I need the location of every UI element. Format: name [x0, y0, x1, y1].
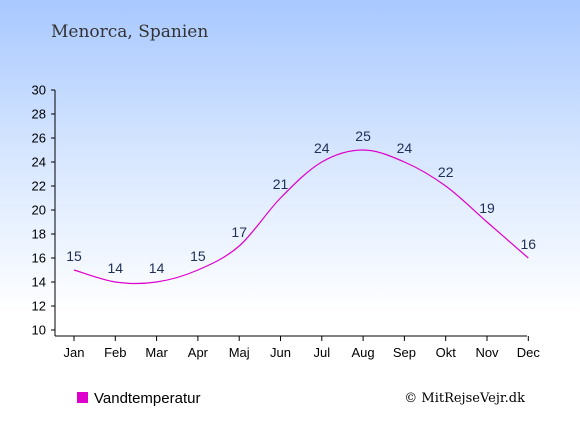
- data-label: 15: [66, 248, 82, 264]
- series-line: [73, 149, 529, 285]
- y-tick-label: 28: [32, 107, 46, 122]
- x-tick-label: Aug: [352, 345, 375, 360]
- legend-swatch: [77, 392, 88, 403]
- y-tick-label: 12: [32, 299, 46, 314]
- x-tick-label: Apr: [188, 345, 209, 360]
- y-tick-label: 24: [32, 155, 46, 170]
- x-tick-label: Nov: [475, 345, 499, 360]
- x-tick-label: Jan: [64, 345, 85, 360]
- x-tick-label: Okt: [436, 345, 457, 360]
- y-tick-label: 14: [32, 275, 46, 290]
- data-label: 24: [314, 140, 330, 156]
- x-tick-label: Jun: [270, 345, 291, 360]
- data-label: 17: [231, 224, 247, 240]
- data-label: 24: [397, 140, 413, 156]
- y-tick-label: 10: [32, 323, 46, 338]
- data-label: 25: [355, 128, 371, 144]
- y-tick-label: 26: [32, 131, 46, 146]
- x-axis-ticks: Jan Feb Mar Apr Maj Jun Jul Aug Sep Okt Nov Dec: [64, 336, 541, 360]
- data-label: 22: [438, 164, 454, 180]
- x-tick-label: Feb: [104, 345, 126, 360]
- y-tick-label: 18: [32, 227, 46, 242]
- x-tick-label: Dec: [517, 345, 541, 360]
- x-tick-label: Mar: [145, 345, 168, 360]
- y-axis-ticks: 10 12 14 16 18 20 22 24 26 28 30: [32, 83, 55, 338]
- y-tick-label: 16: [32, 251, 46, 266]
- y-tick-label: 20: [32, 203, 46, 218]
- data-label: 21: [273, 176, 289, 192]
- x-tick-label: Maj: [229, 345, 250, 360]
- data-label: 15: [190, 248, 206, 264]
- data-labels: 15 14 14 15 17 21 24 25 24 22 19 16: [66, 128, 536, 276]
- data-label: 14: [149, 260, 165, 276]
- series-group: [73, 149, 529, 285]
- data-label: 14: [108, 260, 124, 276]
- x-tick-label: Jul: [313, 345, 330, 360]
- data-label: 19: [479, 200, 495, 216]
- copyright-text: © MitRejseVejr.dk: [404, 391, 525, 406]
- chart-title: Menorca, Spanien: [51, 22, 208, 42]
- legend-label: Vandtemperatur: [94, 390, 200, 407]
- y-tick-label: 22: [32, 179, 46, 194]
- data-label: 16: [521, 236, 537, 252]
- x-tick-label: Sep: [393, 345, 416, 360]
- y-tick-label: 30: [32, 83, 46, 98]
